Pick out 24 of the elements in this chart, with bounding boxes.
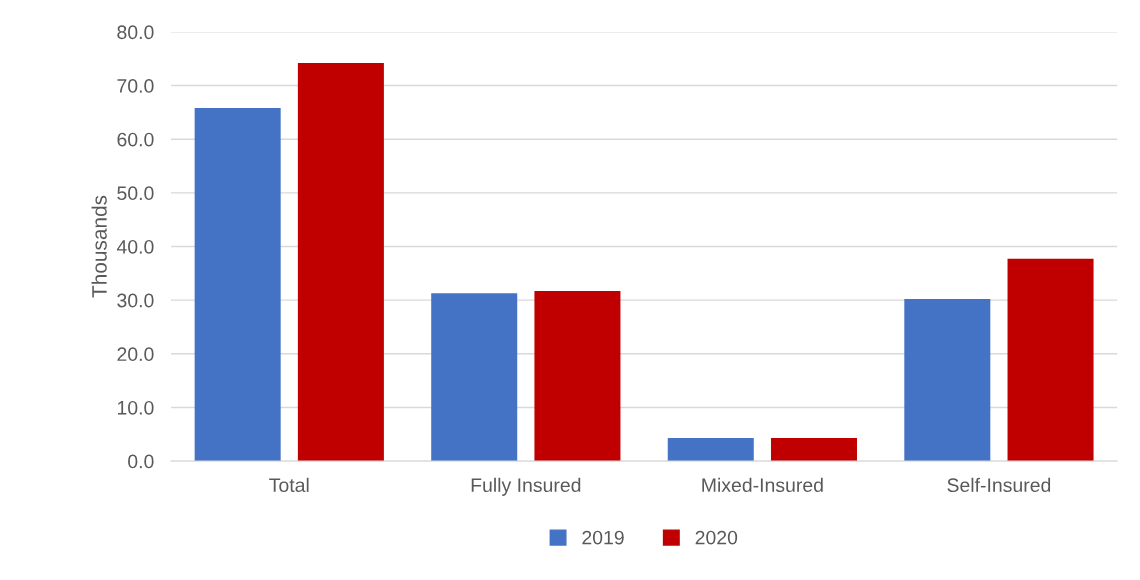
bar xyxy=(297,63,384,462)
y-tick-label: 70.0 xyxy=(117,79,154,93)
bar xyxy=(770,438,857,462)
y-tick-label: 40.0 xyxy=(116,239,154,254)
y-axis-title: Thousands xyxy=(91,195,107,298)
legend-label: 2019 xyxy=(582,530,624,545)
x-tick-label: Mixed-Insured xyxy=(702,477,823,493)
y-tick-label: 0.0 xyxy=(128,454,154,469)
bar xyxy=(667,438,754,462)
y-tick-label: 80.0 xyxy=(117,25,154,40)
bar xyxy=(534,291,621,462)
x-tick-label: Self-Insured xyxy=(947,477,1051,493)
y-tick-label: 50.0 xyxy=(117,186,154,201)
bar xyxy=(904,299,991,462)
y-tick-label: 20.0 xyxy=(117,347,154,362)
y-tick-label: 60.0 xyxy=(117,132,154,147)
x-tick-label: Total xyxy=(269,477,309,493)
bar xyxy=(431,293,518,462)
legend-label: 2020 xyxy=(695,530,738,545)
bar xyxy=(194,108,281,462)
bar xyxy=(1007,258,1094,462)
x-tick-label: Fully Insured xyxy=(471,477,581,496)
y-tick-label: 30.0 xyxy=(117,293,154,308)
y-tick-label: 10.0 xyxy=(117,400,154,415)
